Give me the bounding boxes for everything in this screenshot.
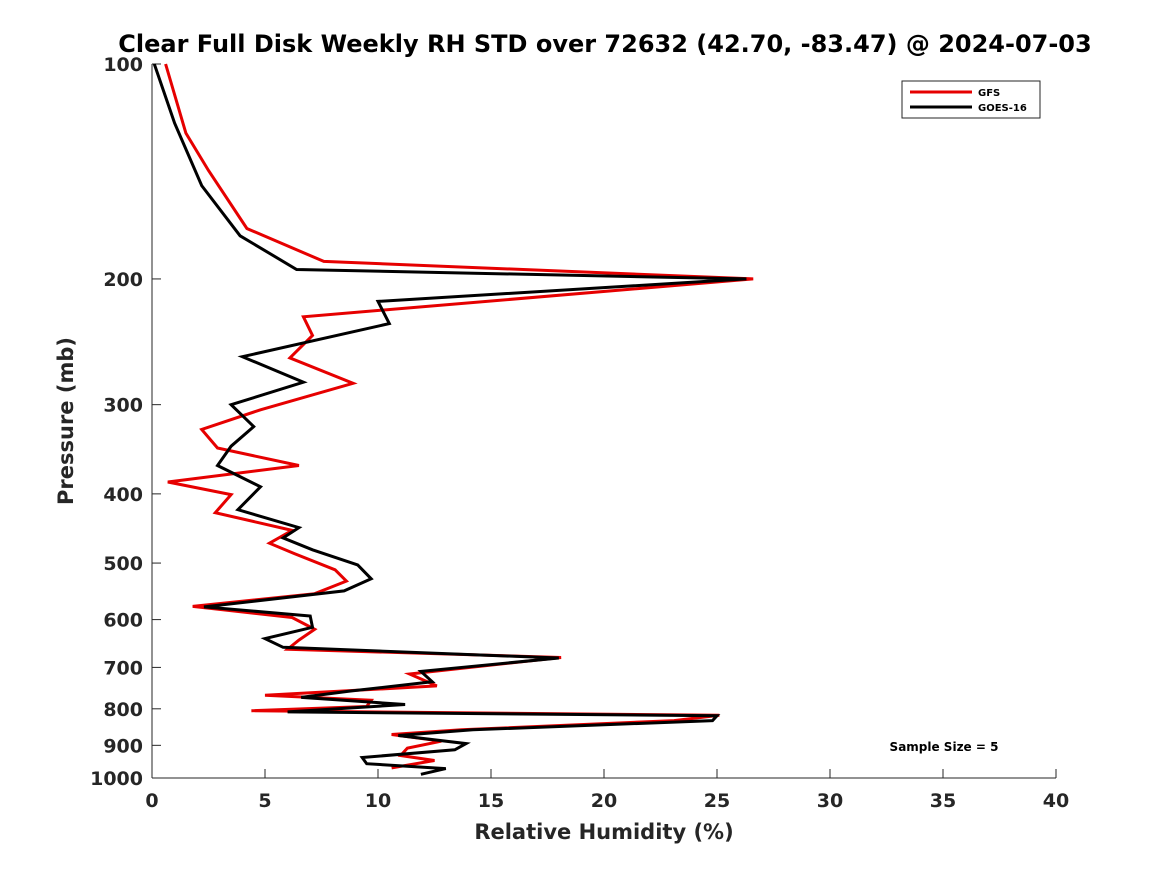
y-tick-label: 700 <box>103 657 143 679</box>
y-tick-label: 1000 <box>90 768 143 790</box>
x-tick-label: 0 <box>145 790 158 812</box>
legend: GFS GOES-16 <box>901 80 1041 119</box>
series-line-goes-16 <box>152 63 747 776</box>
y-axis: 100 200 300 400 500 600 700 800 900 1000 <box>90 54 161 790</box>
x-tick-label: 5 <box>258 790 271 812</box>
x-axis: 0 5 10 15 20 25 30 35 40 <box>145 769 1069 812</box>
x-tick-label: 20 <box>591 790 617 812</box>
y-tick-label: 900 <box>103 735 143 757</box>
chart-title: Clear Full Disk Weekly RH STD over 72632… <box>118 30 1091 58</box>
x-tick-label: 10 <box>365 790 391 812</box>
y-tick-label: 800 <box>103 699 143 721</box>
y-tick-label: 200 <box>103 269 143 291</box>
x-tick-label: 30 <box>817 790 843 812</box>
x-tick-label: 15 <box>478 790 504 812</box>
legend-box <box>901 80 1041 119</box>
y-tick-label: 400 <box>103 484 143 506</box>
y-tick-label: 100 <box>103 54 143 76</box>
y-axis-label: Pressure (mb) <box>54 337 78 505</box>
x-tick-label: 25 <box>704 790 730 812</box>
x-axis-label: Relative Humidity (%) <box>474 820 733 844</box>
legend-label-gfs: GFS <box>978 88 1000 99</box>
x-tick-label: 40 <box>1043 790 1069 812</box>
x-tick-label: 35 <box>930 790 956 812</box>
y-tick-label: 600 <box>103 610 143 632</box>
sample-size-annotation: Sample Size = 5 <box>890 740 999 754</box>
series-layer <box>152 63 754 776</box>
y-tick-label: 500 <box>103 553 143 575</box>
series-line-gfs <box>164 63 754 770</box>
legend-label-goes-16: GOES-16 <box>978 103 1027 114</box>
y-tick-label: 300 <box>103 395 143 417</box>
